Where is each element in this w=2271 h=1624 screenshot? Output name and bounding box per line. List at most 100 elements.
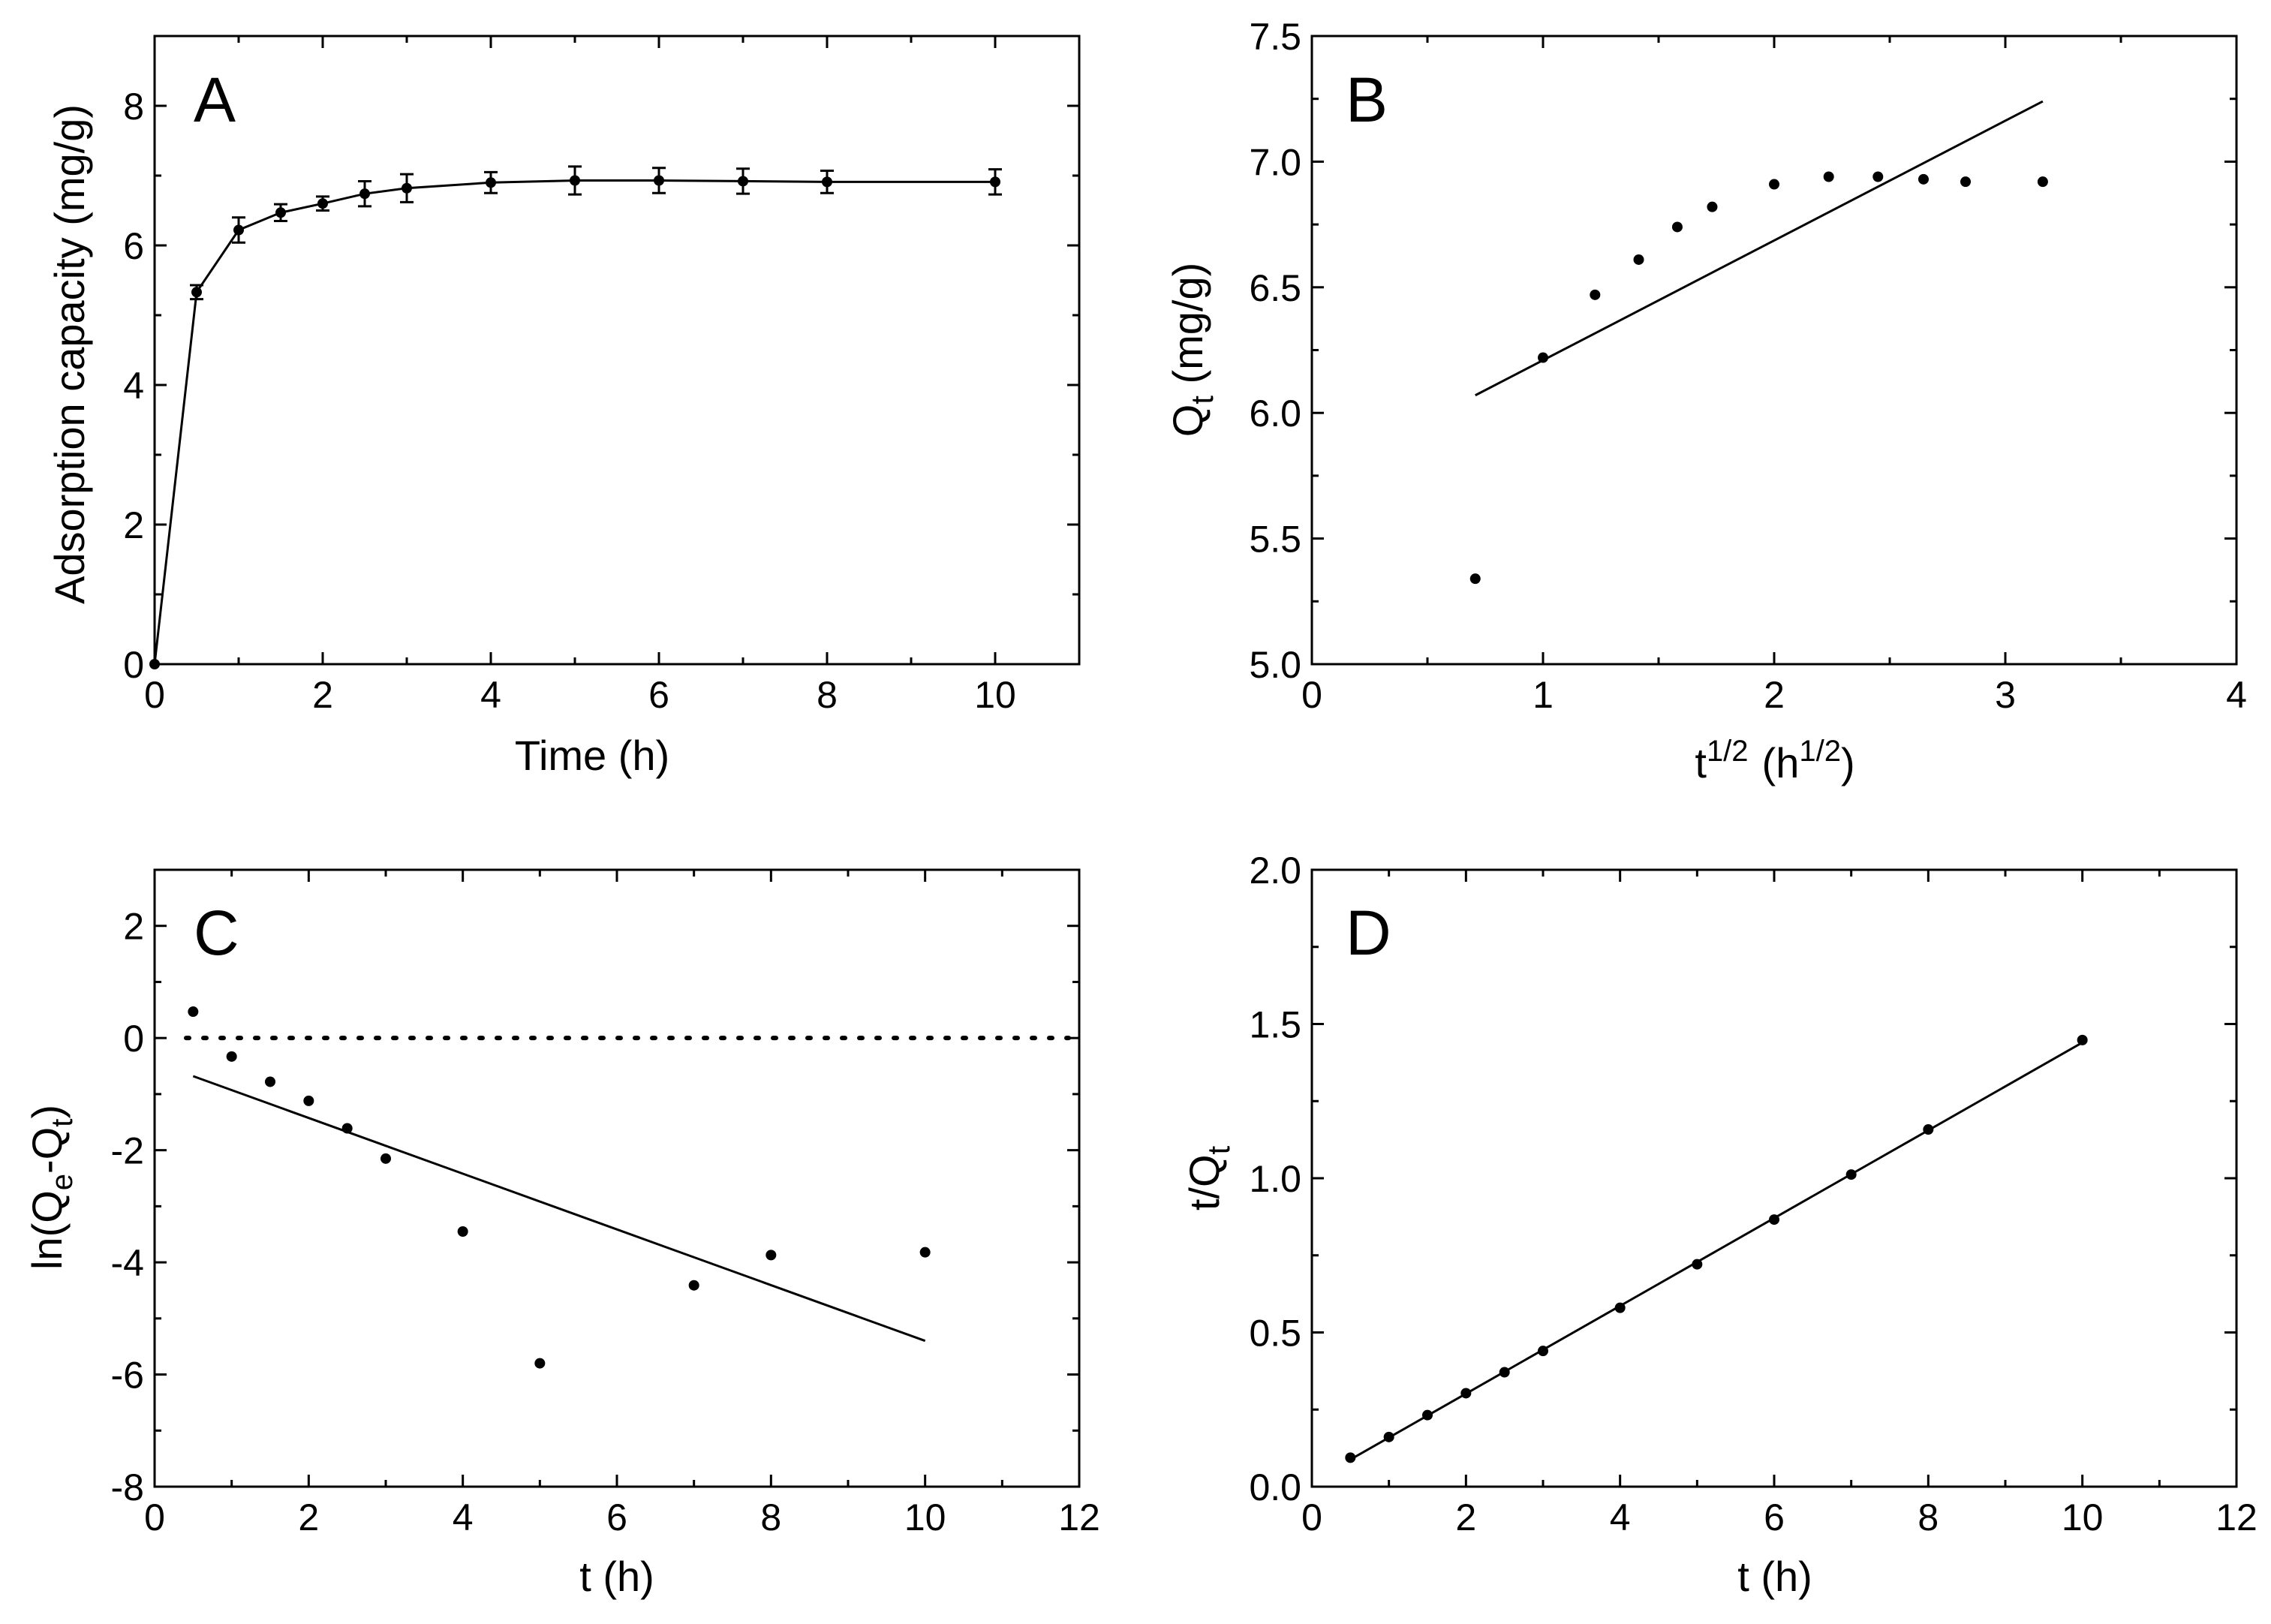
panel-b-y-label-unit: (mg/g)	[1164, 263, 1211, 395]
panel-c-x-tick-label: 8	[760, 1496, 781, 1538]
panel-a-tick-labels: 0 2 4 6 8 10 0 2 4 6 8	[123, 86, 1016, 716]
panel-c-plot-area	[184, 1006, 1071, 1369]
panel-d-y-tick-label: 1.0	[1249, 1158, 1301, 1200]
panel-c-letter: C	[194, 898, 239, 968]
panel-c-data-point	[265, 1076, 275, 1087]
panel-c-fit-line	[192, 1075, 926, 1343]
panel-c-y-tick-label: 2	[123, 906, 144, 948]
panel-a-y-tick-label: 8	[123, 86, 144, 128]
panel-a-data-point	[486, 177, 496, 188]
panel-b-data-point	[1590, 289, 1601, 300]
panel-b-y-tick-label: 5.5	[1249, 519, 1301, 561]
panel-d-tick-labels: 0 2 4 6 8 10 12 0.0 0.5 1.0 1.5 2.0	[1249, 850, 2257, 1538]
panel-c-ticks	[153, 870, 1081, 1488]
panel-b-y-tick-label: 7.0	[1249, 141, 1301, 183]
panel-a-x-tick-label: 8	[817, 674, 838, 716]
panel-c-x-tick-label: 0	[144, 1496, 165, 1538]
panel-d-x-axis-label: t (h)	[1737, 1553, 1812, 1600]
panel-b-y-label-sub: t	[1184, 395, 1220, 404]
panel-c-tick-labels: 0 2 4 6 8 10 12 -8 -6 -4 -2 0 2	[111, 906, 1100, 1538]
panel-b-x-tick-label: 4	[2226, 674, 2247, 716]
panel-c-data-point	[534, 1358, 546, 1369]
panel-b-data-point	[1872, 171, 1884, 182]
panel-c-x-tick-label: 10	[904, 1496, 946, 1538]
panel-b-x-tick-label: 3	[1995, 674, 2016, 716]
panel-d-y-label-sub: t	[1201, 1145, 1236, 1154]
panel-a-data-point	[990, 176, 1000, 188]
panel-b-fit-line	[1475, 100, 2044, 397]
panel-d-x-tick-label: 4	[1610, 1496, 1631, 1538]
panel-d-y-tick-label: 0.5	[1249, 1313, 1301, 1355]
panel-b-y-tick-label: 5.0	[1249, 644, 1301, 686]
panel-b-data-point	[1918, 173, 1929, 185]
panel-d-x-tick-label: 8	[1918, 1496, 1939, 1538]
panel-b-x-axis-label: t1/2 (h1/2)	[1695, 735, 1854, 786]
panel-a-x-axis-label: Time (h)	[515, 732, 669, 779]
panel-a-plot-area	[149, 165, 1002, 669]
panel-b-data-point	[1671, 221, 1683, 233]
panel-c-frame	[153, 868, 1081, 1488]
panel-b-x-label-base: t	[1695, 739, 1707, 786]
panel-b-x-tick-label: 2	[1764, 674, 1785, 716]
panel-d-frame	[1310, 868, 2238, 1488]
panel-c-data-point	[457, 1226, 468, 1237]
panel-a-y-tick-label: 0	[123, 644, 144, 686]
panel-d: 0 2 4 6 8 10 12 0.0 0.5 1.0 1.5 2.0 D t (h) t/Qt	[1181, 850, 2257, 1600]
panel-d-x-tick-label: 2	[1455, 1496, 1476, 1538]
panel-b-data-point	[1707, 201, 1718, 212]
panel-b-x-label-close: )	[1841, 739, 1855, 786]
panel-b: 0 1 2 3 45.05.56.06.57.07.5 B t1/2 (h1/2) Qt …	[1164, 16, 2247, 786]
panel-b-frame	[1310, 35, 2238, 666]
panel-d-y-axis-label: t/Qt	[1181, 1145, 1236, 1210]
panel-b-y-tick-label: 6.5	[1249, 267, 1301, 309]
panel-a-frame	[153, 35, 1081, 666]
panel-b-data-point	[1823, 171, 1834, 182]
panel-c-data-point	[226, 1051, 237, 1062]
panel-b-data-point	[2037, 176, 2048, 188]
panel-c-data-point	[766, 1250, 777, 1261]
panel-a-data-point	[402, 182, 412, 194]
panel-a-data-point	[317, 198, 328, 209]
panel-a-data-point	[738, 176, 748, 187]
panel-b-data-point	[1469, 573, 1481, 585]
panel-a-data-point	[275, 207, 286, 218]
panel-a-y-tick-label: 6	[123, 225, 144, 267]
panel-d-plot-area	[1345, 1034, 2088, 1463]
panel-c-y-axis-label: ln(Qe-Qt)	[23, 1105, 79, 1270]
panel-c-x-tick-label: 6	[606, 1496, 627, 1538]
panel-d-y-label-base: t/Q	[1181, 1154, 1228, 1210]
panel-c-x-axis-label: t (h)	[579, 1553, 654, 1600]
panel-c-y-label-sub1: e	[46, 1174, 79, 1190]
panel-b-ticks	[1310, 35, 2238, 666]
panel-b-letter: B	[1346, 65, 1388, 135]
panel-b-x-label-unit: (h	[1762, 739, 1800, 786]
panel-c-y-label-mid: -Q	[23, 1127, 71, 1174]
panel-b-plot-area	[1469, 100, 2048, 585]
panel-c: 0 2 4 6 8 10 12 -8 -6 -4 -2 0 2 C t (h) ln(Qe-Qt)	[23, 868, 1100, 1600]
panel-b-data-point	[1538, 352, 1548, 363]
panel-a-y-axis-label: Adsorption capacity (mg/g)	[46, 104, 93, 604]
panel-d-y-tick-label: 0.0	[1249, 1466, 1301, 1508]
panel-a-x-tick-label: 2	[312, 674, 333, 716]
panel-c-y-label-close: )	[23, 1105, 71, 1119]
panel-b-data-point	[1769, 179, 1779, 190]
panel-a-y-tick-label: 4	[123, 365, 144, 407]
panel-b-data-point	[1960, 176, 1972, 188]
panel-a-data-point	[822, 176, 832, 188]
panel-c-y-tick-label: -2	[111, 1130, 144, 1172]
panel-a-ticks	[153, 36, 1079, 666]
panel-b-x-tick-label: 0	[1301, 674, 1322, 716]
panel-a-data-point	[359, 188, 370, 200]
panel-a: 0 2 4 6 8 10 0 2 4 6 8 A Time (h) Adsorption capac…	[46, 35, 1081, 779]
panel-b-x-label-unit-sup: 1/2	[1799, 735, 1841, 768]
panel-a-data-point	[191, 287, 202, 298]
panel-c-data-point	[919, 1247, 931, 1258]
panel-a-letter: A	[194, 65, 236, 135]
panel-c-x-tick-label: 4	[453, 1496, 474, 1538]
panel-a-x-tick-label: 0	[144, 674, 165, 716]
panel-c-y-label-base: ln(Q	[23, 1190, 71, 1270]
panel-c-y-tick-label: -8	[111, 1466, 144, 1508]
panel-a-data-point	[654, 175, 664, 186]
panel-d-x-tick-label: 10	[2062, 1496, 2104, 1538]
